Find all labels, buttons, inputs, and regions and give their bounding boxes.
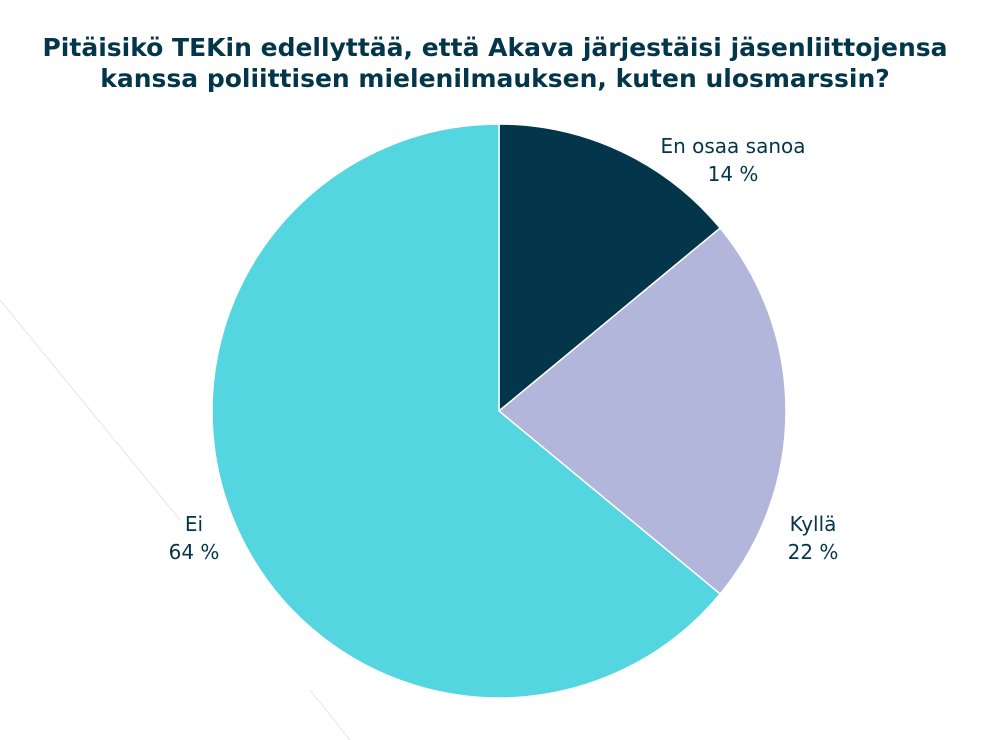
slice-value-label: 22 % — [788, 540, 839, 564]
chart-title-line-2: kanssa poliittisen mielenilmauksen, kute… — [100, 64, 890, 93]
slice-value-label: 14 % — [708, 162, 759, 186]
pie-slice-2 — [497, 227, 787, 595]
slice-category-label: En osaa sanoa — [660, 134, 805, 158]
chart-title: Pitäisikö TEKin edellyttää, että Akava j… — [0, 32, 990, 94]
slice-category-label: Kyllä — [790, 512, 837, 536]
background-decoration — [0, 299, 351, 740]
slice-value-label: 64 % — [169, 540, 220, 564]
slice-category-label: Ei — [185, 512, 203, 536]
pie-slice-1 — [498, 123, 722, 413]
pie-slice-3 — [211, 123, 722, 699]
chart-title-line-1: Pitäisikö TEKin edellyttää, että Akava j… — [42, 33, 948, 62]
